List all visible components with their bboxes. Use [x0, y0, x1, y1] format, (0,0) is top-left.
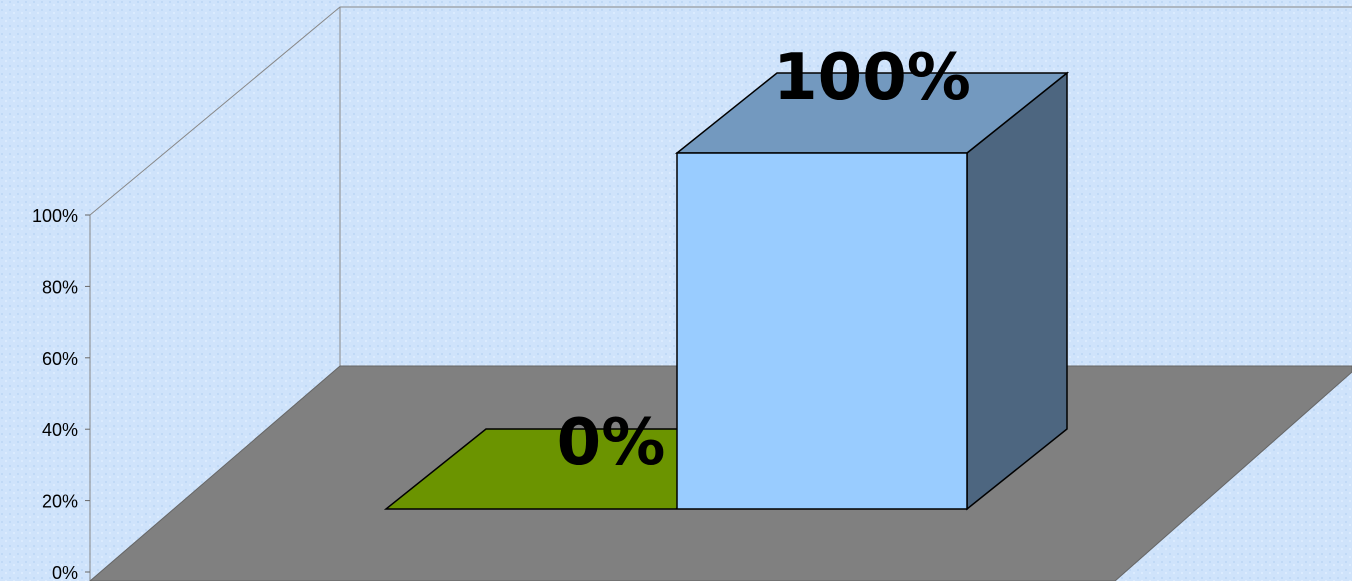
bars [383, 71, 1070, 511]
y-tick-label: 80% [42, 277, 78, 297]
y-tick-label: 100% [32, 206, 78, 226]
y-tick-label: 60% [42, 349, 78, 369]
data-label-bar-1: 0% [557, 406, 666, 480]
y-tick-label: 40% [42, 420, 78, 440]
bar-2-front [676, 152, 968, 510]
y-tick-label: 0% [52, 563, 78, 581]
data-label-bar-2: 100% [773, 41, 971, 115]
y-tick-label: 20% [42, 492, 78, 512]
y-axis: 0% 20% 40% 60% 80% 100% [32, 206, 91, 581]
chart-walls [89, 6, 1352, 366]
data-labels: 0% 100% [557, 41, 971, 480]
